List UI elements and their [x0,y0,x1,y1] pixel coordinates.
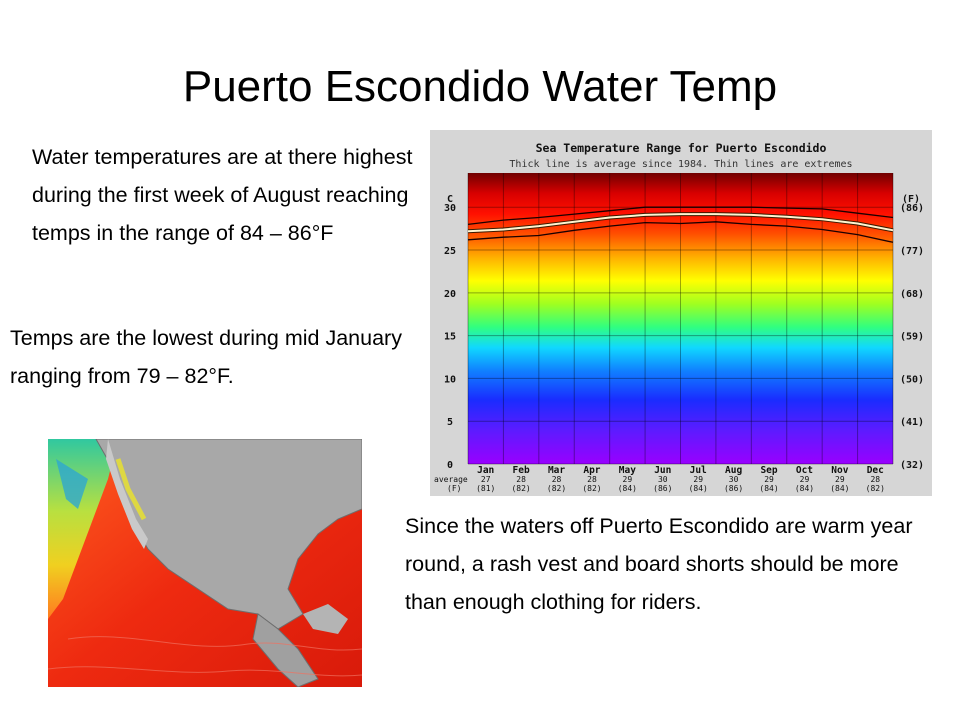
y-tick-label-left: 30 [444,203,456,214]
x-tick-label: Jan [477,465,494,476]
chart-svg: Sea Temperature Range for Puerto Escondi… [434,141,924,493]
y-tick-label-right: (68) [900,289,924,300]
x-tick-label: Sep [760,465,777,476]
y-tick-label-right: (77) [900,246,924,257]
average-c-label: 27 [481,475,491,484]
y-tick-label-left: 15 [444,332,456,343]
x-tick-label: Aug [725,465,742,476]
paragraph-lowest-temps: Temps are the lowest during mid January … [10,326,402,388]
average-f-label: (82) [866,484,885,493]
y-tick-label-right: (32) [900,460,924,471]
average-f-label: (86) [724,484,743,493]
average-unit-label: (F) [447,484,461,493]
average-c-label: 28 [552,475,562,484]
gridlines [467,173,894,465]
average-f-label: (81) [476,484,495,493]
y-ticks: 0 (32) 5 (41) 10 (50) 15 (59) 20 (68) 25 (77) 30 (86) [444,203,924,471]
y-tick-label-left: 5 [447,417,453,428]
average-c-label: 28 [870,475,880,484]
x-tick-label: Oct [796,465,813,476]
chart-subtitle: Thick line is average since 1984. Thin l… [509,159,852,170]
y-tick-label-right: (41) [900,417,924,428]
y-tick-label-right: (50) [900,374,924,385]
x-tick-label: Nov [831,465,848,476]
average-f-label: (82) [547,484,566,493]
average-f-label: (84) [759,484,778,493]
series-line-average [467,213,894,233]
x-tick-label: May [619,465,636,476]
x-tick-label: Apr [583,465,600,476]
page-title: Puerto Escondido Water Temp [182,62,778,111]
average-f-label: (84) [830,484,849,493]
y-tick-label-right: (59) [900,332,924,343]
average-c-label: 29 [693,475,703,484]
x-tick-label: Mar [548,465,565,476]
x-tick-label: Dec [867,465,884,476]
y-tick-label-right: (86) [900,203,924,214]
average-f-label: (82) [511,484,530,493]
left-axis-unit: C [447,194,453,205]
average-c-label: 28 [587,475,597,484]
x-tick-label: Jul [690,465,707,476]
y-tick-label-left: 10 [444,374,456,385]
average-c-label: 29 [623,475,633,484]
series-line-min [467,221,894,243]
right-axis-unit: (F) [902,194,920,205]
paragraph-highest-temps: Water temperatures are at there highest … [32,145,413,245]
x-tick-label: Jun [654,465,671,476]
average-c-label: 30 [729,475,739,484]
y-tick-label-left: 0 [447,460,453,471]
x-tick-label: Feb [513,465,530,476]
series-line-max [467,206,894,226]
average-f-label: (84) [795,484,814,493]
average-row-label: average [434,475,468,484]
map-icon [48,439,362,687]
average-c-label: 29 [764,475,774,484]
average-f-label: (84) [618,484,637,493]
average-c-label: 29 [800,475,810,484]
average-c-label: 28 [516,475,526,484]
average-f-label: (84) [689,484,708,493]
series-lines [467,206,894,243]
sea-temperature-chart: Sea Temperature Range for Puerto Escondi… [430,130,932,496]
average-c-label: 30 [658,475,668,484]
chart-title: Sea Temperature Range for Puerto Escondi… [536,141,827,155]
average-f-label: (86) [653,484,672,493]
average-c-label: 29 [835,475,845,484]
paragraph-clothing-advice: Since the waters off Puerto Escondido ar… [405,514,913,614]
plot-background [468,173,893,464]
y-tick-label-left: 25 [444,246,456,257]
y-tick-label-left: 20 [444,289,456,300]
x-labels: Jan27(81)Feb28(82)Mar28(82)Apr28(82)May2… [434,465,885,493]
sea-temperature-map [48,439,362,687]
average-f-label: (82) [582,484,601,493]
